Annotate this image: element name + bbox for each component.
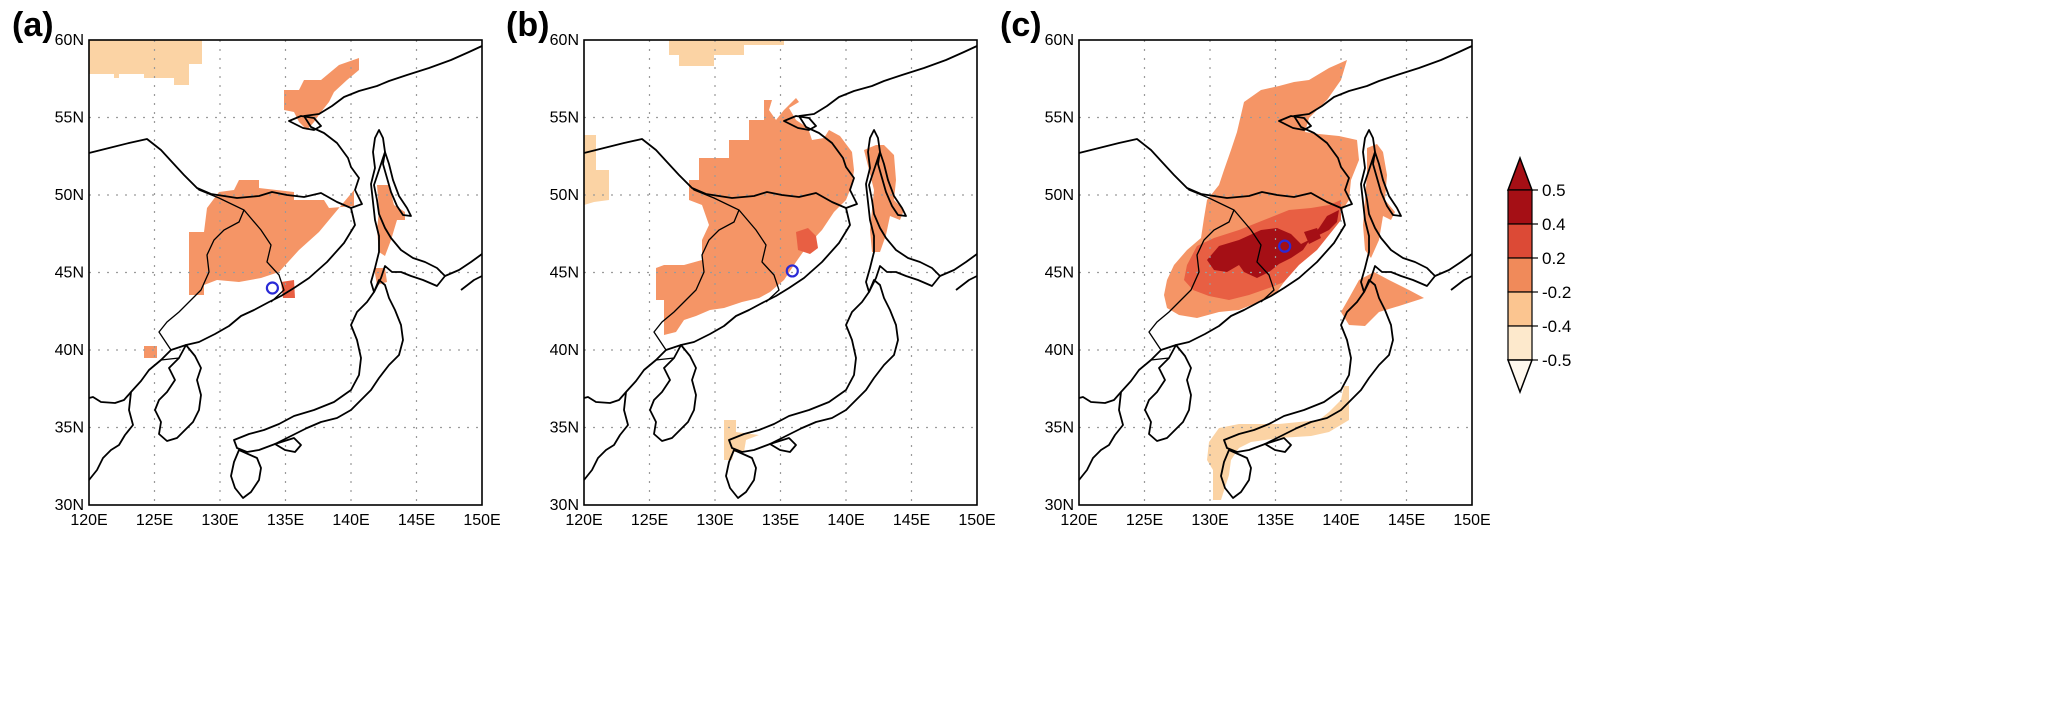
y-tick-label: 60N [550,32,579,49]
x-tick-label: 120E [565,512,602,529]
colorbar-tick-label: -0.2 [1542,283,1571,302]
colorbar-segment-1 [1507,189,1533,225]
axis-tick-labels: 120E 125E 130E 135E 140E 145E 150E 60N 55N 50N 45N… [55,32,1491,529]
panel-label-c: (c) [1000,6,1042,44]
y-tick-label: 30N [550,497,579,514]
x-tick-label: 145E [1388,512,1425,529]
y-tick-label: 55N [550,110,579,127]
y-tick-label: 50N [55,187,84,204]
x-tick-label: 145E [893,512,930,529]
y-tick-label: 60N [1045,32,1074,49]
x-tick-label: 125E [631,512,668,529]
x-tick-label: 130E [696,512,733,529]
x-tick-label: 140E [827,512,864,529]
x-tick-label: 140E [1322,512,1359,529]
x-tick-label: 135E [762,512,799,529]
y-tick-label: 35N [55,420,84,437]
panel-a [88,39,483,506]
x-tick-label: 120E [70,512,107,529]
x-tick-label: 150E [958,512,995,529]
y-tick-label: 60N [55,32,84,49]
colorbar-segment-2 [1507,223,1533,259]
panel-label-a: (a) [12,6,54,44]
station-marker-c [1278,239,1292,253]
x-tick-label: 130E [1191,512,1228,529]
y-tick-label: 45N [55,265,84,282]
panel-b [583,39,978,506]
x-tick-label: 140E [332,512,369,529]
x-tick-label: 120E [1060,512,1097,529]
station-marker-b [785,264,799,278]
colorbar: 0.5 0.4 0.2 -0.2 -0.4 -0.5 [1506,155,1571,395]
colorbar-tick-label: 0.2 [1542,249,1566,268]
y-tick-label: 50N [1045,187,1074,204]
y-tick-label: 45N [1045,265,1074,282]
colorbar-tick-label: -0.5 [1542,351,1571,370]
colorbar-tick-label: -0.4 [1542,317,1571,336]
y-tick-label: 40N [1045,342,1074,359]
colorbar-bottom-triangle [1506,359,1534,395]
correlation-field-b [584,40,904,460]
x-tick-label: 145E [398,512,435,529]
colorbar-top-triangle [1506,155,1534,191]
x-tick-label: 150E [463,512,500,529]
colorbar-tick-label: 0.5 [1542,181,1566,200]
y-tick-label: 35N [1045,420,1074,437]
y-tick-label: 40N [550,342,579,359]
colorbar-segment-5 [1507,325,1533,361]
y-tick-label: 30N [1045,497,1074,514]
x-tick-label: 135E [267,512,304,529]
colorbar-segment-3 [1507,257,1533,293]
x-tick-label: 150E [1453,512,1490,529]
panel-c [1078,39,1473,506]
y-tick-label: 55N [1045,110,1074,127]
panel-label-b: (b) [506,6,549,44]
colorbar-segment-4 [1507,291,1533,327]
x-tick-label: 125E [1126,512,1163,529]
y-tick-label: 40N [55,342,84,359]
y-tick-label: 50N [550,187,579,204]
y-tick-label: 30N [55,497,84,514]
y-tick-label: 55N [55,110,84,127]
station-marker-a [265,281,279,295]
y-tick-label: 45N [550,265,579,282]
colorbar-tick-label: 0.4 [1542,215,1566,234]
x-tick-label: 130E [201,512,238,529]
x-tick-label: 135E [1257,512,1294,529]
y-tick-label: 35N [550,420,579,437]
x-tick-label: 125E [136,512,173,529]
